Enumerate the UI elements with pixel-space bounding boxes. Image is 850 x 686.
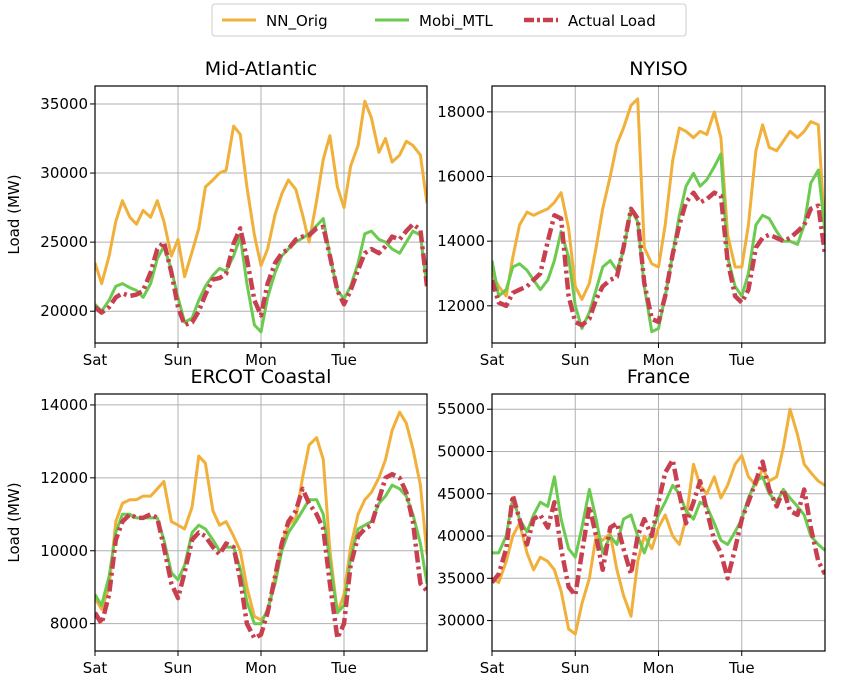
plot-frame xyxy=(94,393,428,652)
x-tick-label: Sat xyxy=(83,659,108,677)
y-tick-label: 30000 xyxy=(40,164,88,182)
y-tick-label: 12000 xyxy=(437,297,485,315)
y-tick-label: 35000 xyxy=(40,95,88,113)
series-line-actual-load xyxy=(95,471,427,641)
x-tick-label: Sat xyxy=(480,351,505,369)
y-tick-label: 16000 xyxy=(437,168,485,186)
x-tick-label: Mon xyxy=(643,351,675,369)
plot-frame xyxy=(491,85,826,344)
series-group xyxy=(95,99,427,334)
panel-3: Sat Sun Mon Tue 30000 35000 40000 45000 50000 550… xyxy=(437,366,826,677)
series-line-nn-orig xyxy=(95,410,427,622)
x-tick-label: Sun xyxy=(164,659,193,677)
x-tick-label: Mon xyxy=(643,659,675,677)
x-tick-label: Mon xyxy=(245,351,277,369)
series-group xyxy=(492,97,825,334)
x-tick-label: Sat xyxy=(83,351,108,369)
series-line-nn-orig xyxy=(492,97,825,301)
y-axis-label: Load (MW) xyxy=(5,174,23,254)
series-line-mobi-mtl xyxy=(95,217,427,334)
y-tick-label: 10000 xyxy=(40,542,88,560)
panels: Sat Sun Mon Tue 20000 25000 30000 35000 Mid-Atla… xyxy=(5,58,826,677)
panel-title: NYISO xyxy=(629,58,687,80)
panel-1: Sat Sun Mon Tue 12000 14000 16000 18000 NYISO xyxy=(437,58,826,369)
series-line-actual-load xyxy=(492,457,825,598)
x-tick-label: Tue xyxy=(728,351,755,369)
y-tick-label: 35000 xyxy=(437,569,485,587)
x-tick-label: Sun xyxy=(561,659,590,677)
y-tick-label: 8000 xyxy=(50,615,88,633)
x-tick-label: Tue xyxy=(330,659,357,677)
series-line-nn-orig xyxy=(492,407,825,636)
legend-label-2: Actual Load xyxy=(568,12,656,30)
legend: NN_Orig Mobi_MTL Actual Load xyxy=(211,3,687,37)
series-group xyxy=(492,407,825,636)
y-tick-label: 18000 xyxy=(437,103,485,121)
series-group xyxy=(95,410,427,641)
x-tick-label: Mon xyxy=(245,659,277,677)
y-tick-label: 50000 xyxy=(437,442,485,460)
panel-2: Sat Sun Mon Tue 8000 10000 12000 14000 ERCOT Coa… xyxy=(5,366,428,677)
x-tick-label: Sun xyxy=(164,351,193,369)
y-tick-label: 45000 xyxy=(437,485,485,503)
y-axis-label: Load (MW) xyxy=(5,482,23,562)
series-line-actual-load xyxy=(95,221,427,328)
plot-frame xyxy=(94,85,428,344)
y-tick-label: 25000 xyxy=(40,233,88,251)
legend-frame xyxy=(211,3,687,37)
panel-title: ERCOT Coastal xyxy=(191,366,332,388)
x-tick-label: Tue xyxy=(728,659,755,677)
x-tick-label: Sat xyxy=(480,659,505,677)
y-tick-label: 55000 xyxy=(437,400,485,418)
series-line-nn-orig xyxy=(95,99,427,286)
plot-frame xyxy=(491,393,826,652)
x-tick-label: Sun xyxy=(561,351,590,369)
y-tick-label: 14000 xyxy=(40,396,88,414)
x-tick-label: Tue xyxy=(330,351,357,369)
series-line-mobi-mtl xyxy=(492,152,825,334)
panel-title: France xyxy=(627,366,690,388)
y-tick-label: 12000 xyxy=(40,469,88,487)
series-line-actual-load xyxy=(492,190,825,328)
y-tick-label: 20000 xyxy=(40,302,88,320)
legend-label-0: NN_Orig xyxy=(266,12,328,31)
panel-title: Mid-Atlantic xyxy=(205,58,317,80)
y-tick-label: 14000 xyxy=(437,232,485,250)
y-tick-label: 30000 xyxy=(437,612,485,630)
y-tick-label: 40000 xyxy=(437,527,485,545)
panel-0: Sat Sun Mon Tue 20000 25000 30000 35000 Mid-Atla… xyxy=(5,58,428,369)
legend-label-1: Mobi_MTL xyxy=(419,12,493,31)
